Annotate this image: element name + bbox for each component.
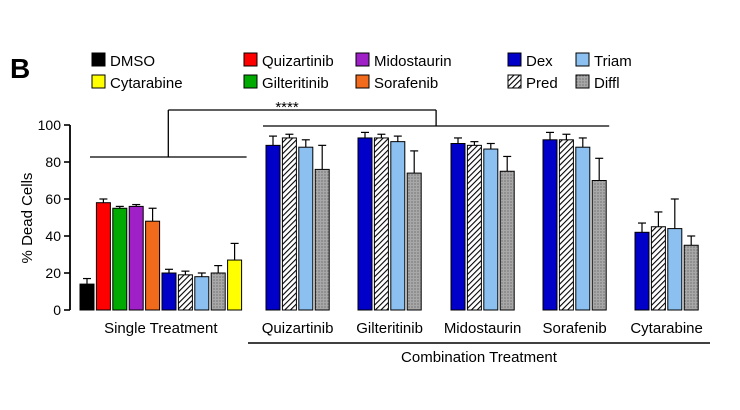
legend-label: Cytarabine	[110, 75, 183, 92]
combination-axis-title: Combination Treatment	[401, 349, 558, 366]
bar-single-treatment-dex	[161, 272, 177, 311]
y-axis-label: % Dead Cells	[19, 173, 36, 264]
bar-gilteritinib-triam	[390, 141, 406, 311]
bars	[79, 131, 699, 311]
x-group-label-cytarabine: Cytarabine	[630, 320, 703, 337]
bar-group-single-treatment	[79, 198, 243, 311]
legend-label: Diffl	[594, 75, 620, 92]
legend-swatch	[575, 74, 590, 89]
bar-gilteritinib-diffl	[406, 172, 422, 311]
legend-label: Gilteritinib	[262, 75, 329, 92]
legend-swatch	[91, 52, 106, 67]
y-tick-label: 40	[45, 228, 61, 244]
bar-midostaurin-diffl	[499, 170, 515, 311]
bar-quizartinib-triam	[298, 146, 314, 311]
bar-single-treatment-dmso	[79, 283, 95, 311]
bar-sorafenib-dex	[542, 139, 558, 311]
legend-label: Dex	[526, 53, 553, 70]
legend: DMSO Cytarabine Quizartinib Gilteritinib Mid…	[91, 52, 632, 92]
legend-swatch	[355, 74, 370, 89]
bar-sorafenib-triam	[575, 146, 591, 311]
y-tick-label: 100	[38, 117, 62, 133]
legend-item-gilteritinib: Gilteritinib	[243, 74, 329, 92]
significance-marker: ****	[275, 99, 299, 116]
bar-cytarabine-dex	[634, 231, 650, 311]
legend-label: DMSO	[110, 53, 155, 70]
y-tick-label: 20	[45, 265, 61, 281]
legend-item-sorafenib: Sorafenib	[355, 74, 438, 92]
bar-single-treatment-sorafenib	[145, 220, 161, 311]
y-tick-label: 60	[45, 191, 61, 207]
y-tick-label: 80	[45, 154, 61, 170]
bar-single-treatment-diffl	[210, 272, 226, 311]
legend-item-pred: Pred	[507, 74, 558, 92]
legend-swatch	[243, 74, 258, 89]
bar-cytarabine-pred	[650, 226, 666, 311]
legend-swatch	[91, 74, 106, 89]
bar-quizartinib-pred	[281, 137, 297, 311]
x-group-label-midostaurin: Midostaurin	[444, 320, 522, 337]
bar-quizartinib-diffl	[314, 168, 330, 311]
bar-single-treatment-midostaurin	[128, 205, 144, 311]
bar-midostaurin-triam	[483, 148, 499, 311]
bar-single-treatment-gilteritinib	[112, 207, 128, 311]
significance-brackets	[90, 109, 610, 158]
legend-swatch	[507, 74, 522, 89]
x-axis-group-labels: Single Treatment Quizartinib Gilteritinib M…	[104, 320, 703, 337]
legend-item-midostaurin: Midostaurin	[355, 52, 452, 70]
legend-label: Sorafenib	[374, 75, 438, 92]
legend-label: Pred	[526, 75, 558, 92]
bar-sorafenib-pred	[558, 139, 574, 311]
legend-label: Quizartinib	[262, 53, 334, 70]
bar-single-treatment-pred	[177, 274, 193, 311]
legend-swatch	[575, 52, 590, 67]
legend-item-diffl: Diffl	[575, 74, 620, 92]
x-group-label-quizartinib: Quizartinib	[262, 320, 334, 337]
bar-gilteritinib-dex	[357, 137, 373, 311]
panel-label: B	[10, 53, 30, 84]
legend-swatch	[355, 52, 370, 67]
y-axis: 0 20 40 60 80 100	[38, 117, 71, 318]
bar-quizartinib-dex	[265, 144, 281, 311]
bar-cytarabine-triam	[667, 228, 683, 311]
x-group-label-single-treatment: Single Treatment	[104, 320, 218, 337]
bar-cytarabine-diffl	[683, 244, 699, 311]
bar-single-treatment-quizartinib	[95, 202, 111, 311]
bar-single-treatment-triam	[194, 276, 210, 311]
bar-group-sorafenib	[542, 131, 607, 311]
legend-item-triam: Triam	[575, 52, 632, 70]
legend-label: Midostaurin	[374, 53, 452, 70]
bar-group-cytarabine	[634, 198, 699, 311]
legend-label: Triam	[594, 53, 632, 70]
bar-midostaurin-pred	[466, 144, 482, 311]
legend-item-dex: Dex	[507, 52, 553, 70]
legend-item-dmso: DMSO	[91, 52, 155, 70]
legend-swatch	[243, 52, 258, 67]
legend-item-quizartinib: Quizartinib	[243, 52, 334, 70]
bar-group-gilteritinib	[357, 131, 422, 311]
bar-single-treatment-cytarabine	[227, 259, 243, 311]
y-tick-label: 0	[53, 302, 61, 318]
x-group-label-gilteritinib: Gilteritinib	[356, 320, 423, 337]
bar-group-quizartinib	[265, 133, 330, 311]
bar-midostaurin-dex	[450, 143, 466, 311]
x-group-label-sorafenib: Sorafenib	[542, 320, 606, 337]
legend-item-cytarabine: Cytarabine	[91, 74, 183, 92]
legend-swatch	[507, 52, 522, 67]
bar-group-midostaurin	[450, 137, 515, 311]
bar-sorafenib-diffl	[591, 180, 607, 311]
bar-gilteritinib-pred	[373, 137, 389, 311]
